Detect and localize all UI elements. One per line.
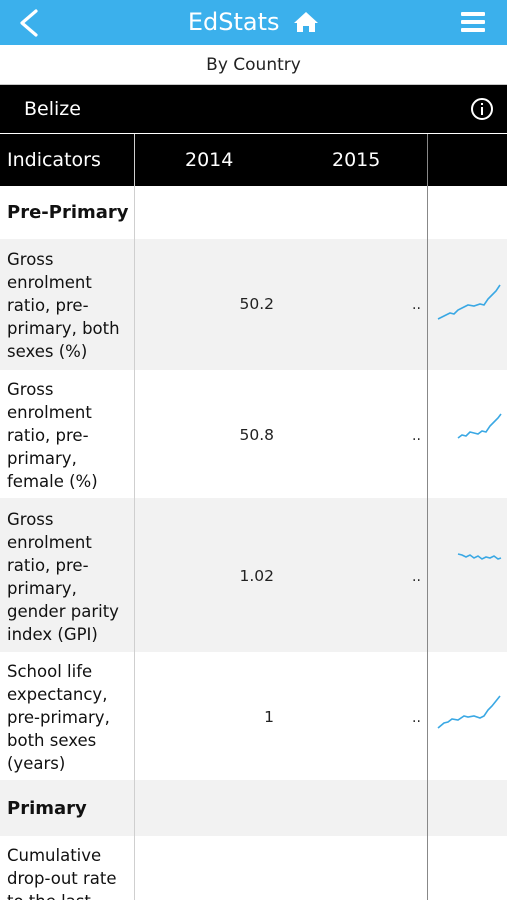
section-row: Pre-Primary bbox=[0, 186, 507, 239]
indicator-label: Gross enrolment ratio, pre-primary, gend… bbox=[7, 510, 119, 644]
section-row: Primary bbox=[0, 780, 507, 836]
value-2014: 1.02 bbox=[239, 567, 274, 585]
country-bar: Belize bbox=[0, 85, 507, 133]
column-header-2014: 2014 bbox=[185, 149, 234, 171]
trend-sparkline[interactable] bbox=[436, 281, 502, 321]
table-row[interactable]: Gross enrolment ratio, pre-primary, both… bbox=[0, 239, 507, 370]
trend-sparkline[interactable] bbox=[436, 694, 502, 730]
home-icon[interactable] bbox=[293, 11, 319, 33]
value-2015: .. bbox=[412, 428, 421, 444]
table-row[interactable]: Gross enrolment ratio, pre-primary, gend… bbox=[0, 498, 507, 652]
column-divider bbox=[427, 134, 428, 900]
indicator-label: School life expectancy, pre-primary, bot… bbox=[7, 662, 110, 773]
view-mode-label[interactable]: By Country bbox=[0, 45, 507, 85]
value-2014: 50.8 bbox=[239, 426, 274, 444]
table-row[interactable]: Cumulative drop-out rate to the last bbox=[0, 836, 507, 900]
top-bar: EdStats bbox=[0, 0, 507, 45]
menu-icon[interactable] bbox=[461, 12, 485, 34]
value-2014: 50.2 bbox=[239, 295, 274, 313]
indicator-label: Gross enrolment ratio, pre-primary, both… bbox=[7, 250, 120, 361]
indicator-label: Gross enrolment ratio, pre-primary, fema… bbox=[7, 380, 98, 491]
trend-sparkline[interactable] bbox=[436, 548, 502, 568]
table-row[interactable]: School life expectancy, pre-primary, bot… bbox=[0, 652, 507, 780]
trend-sparkline[interactable] bbox=[436, 410, 502, 444]
table-row[interactable]: Gross enrolment ratio, pre-primary, fema… bbox=[0, 370, 507, 498]
value-2015: .. bbox=[412, 710, 421, 726]
app-title: EdStats bbox=[0, 0, 507, 45]
country-name: Belize bbox=[24, 98, 81, 120]
app-title-text: EdStats bbox=[187, 8, 280, 36]
column-header-indicators: Indicators bbox=[7, 149, 101, 171]
section-title-primary: Primary bbox=[7, 798, 87, 819]
value-2015: .. bbox=[412, 569, 421, 585]
table-header: Indicators 2014 2015 bbox=[0, 134, 507, 186]
column-header-2015: 2015 bbox=[332, 149, 381, 171]
info-icon[interactable] bbox=[470, 97, 494, 121]
section-title-pre-primary: Pre-Primary bbox=[7, 202, 129, 223]
value-2015: .. bbox=[412, 297, 421, 313]
column-divider bbox=[134, 134, 135, 900]
value-2014: 1 bbox=[264, 708, 274, 726]
indicator-label: Cumulative drop-out rate to the last bbox=[7, 846, 117, 900]
back-arrow-icon[interactable] bbox=[14, 8, 44, 38]
